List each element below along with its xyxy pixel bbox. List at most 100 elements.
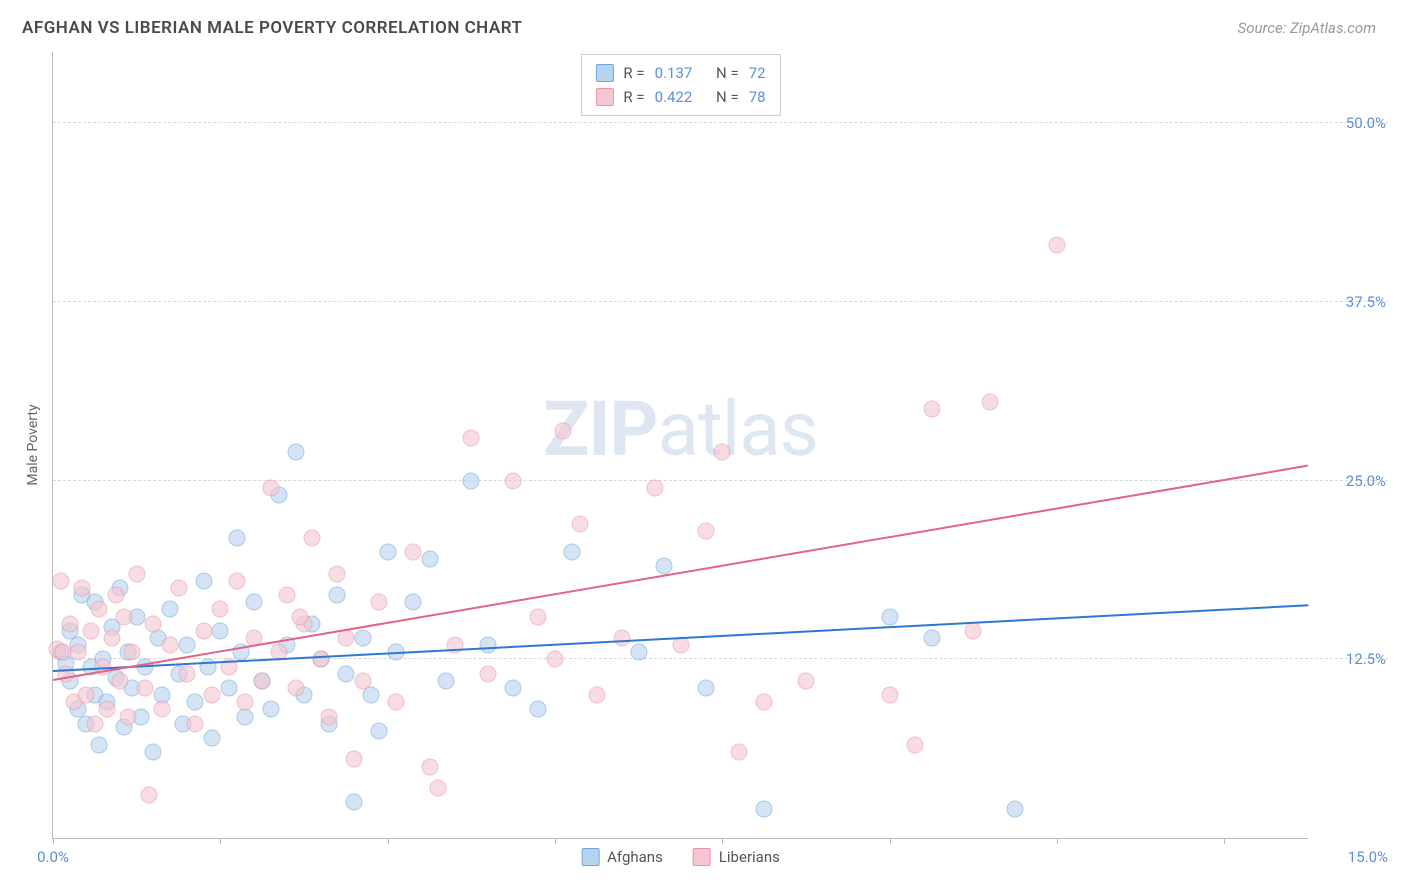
data-point — [362, 687, 379, 704]
data-point — [505, 472, 522, 489]
data-point — [212, 601, 229, 618]
data-point — [714, 444, 731, 461]
data-point — [229, 529, 246, 546]
swatch-afghans-icon — [581, 848, 599, 866]
x-axis-min-label: 0.0% — [37, 848, 69, 866]
data-point — [379, 544, 396, 561]
data-point — [91, 601, 108, 618]
watermark: ZIPatlas — [543, 384, 818, 474]
data-point — [237, 694, 254, 711]
bottom-legend: Afghans Liberians — [581, 848, 780, 866]
data-point — [923, 401, 940, 418]
watermark-light: atlas — [658, 384, 818, 474]
x-tick — [890, 838, 891, 844]
stats-legend-box: R = 0.137 N = 72 R = 0.422 N = 78 — [580, 54, 780, 116]
data-point — [291, 608, 308, 625]
data-point — [371, 722, 388, 739]
grid-line — [53, 122, 1388, 123]
data-point — [187, 715, 204, 732]
stats-row-1: R = 0.137 N = 72 — [595, 61, 765, 85]
n-value-2: 78 — [749, 85, 766, 109]
data-point — [116, 608, 133, 625]
x-tick — [722, 838, 723, 844]
data-point — [421, 551, 438, 568]
data-point — [70, 644, 87, 661]
data-point — [982, 394, 999, 411]
x-tick — [1057, 838, 1058, 844]
x-tick — [53, 838, 54, 844]
data-point — [655, 558, 672, 575]
data-point — [731, 744, 748, 761]
data-point — [388, 694, 405, 711]
data-point — [923, 629, 940, 646]
plot-area: Male Poverty ZIPatlas R = 0.137 N = 72 R… — [52, 52, 1308, 839]
data-point — [55, 644, 72, 661]
data-point — [429, 779, 446, 796]
data-point — [279, 587, 296, 604]
data-point — [99, 701, 116, 718]
data-point — [312, 651, 329, 668]
stats-row-2: R = 0.422 N = 78 — [595, 85, 765, 109]
data-point — [505, 679, 522, 696]
data-point — [203, 729, 220, 746]
data-point — [697, 679, 714, 696]
data-point — [530, 608, 547, 625]
legend-label-afghans: Afghans — [607, 848, 663, 866]
data-point — [162, 601, 179, 618]
data-point — [346, 794, 363, 811]
data-point — [647, 479, 664, 496]
data-point — [371, 594, 388, 611]
data-point — [128, 565, 145, 582]
data-point — [86, 715, 103, 732]
data-point — [613, 629, 630, 646]
data-point — [337, 665, 354, 682]
data-point — [254, 672, 271, 689]
data-point — [965, 622, 982, 639]
data-point — [480, 665, 497, 682]
data-point — [245, 594, 262, 611]
data-point — [756, 694, 773, 711]
data-point — [212, 622, 229, 639]
y-tick-label: 12.5% — [1346, 650, 1386, 668]
data-point — [321, 708, 338, 725]
data-point — [630, 644, 647, 661]
data-point — [137, 679, 154, 696]
data-point — [346, 751, 363, 768]
swatch-liberians-icon — [693, 848, 711, 866]
data-point — [107, 587, 124, 604]
data-point — [229, 572, 246, 589]
data-point — [572, 515, 589, 532]
grid-line — [53, 301, 1388, 302]
data-point — [329, 565, 346, 582]
data-point — [906, 737, 923, 754]
data-point — [111, 672, 128, 689]
legend-item-liberians: Liberians — [693, 848, 780, 866]
data-point — [329, 587, 346, 604]
data-point — [304, 529, 321, 546]
data-point — [170, 579, 187, 596]
data-point — [78, 687, 95, 704]
y-axis-label: Male Poverty — [25, 404, 41, 485]
data-point — [354, 629, 371, 646]
data-point — [74, 579, 91, 596]
data-point — [287, 444, 304, 461]
data-point — [287, 679, 304, 696]
data-point — [82, 622, 99, 639]
data-point — [547, 651, 564, 668]
data-point — [220, 679, 237, 696]
n-value-1: 72 — [749, 61, 766, 85]
data-point — [404, 544, 421, 561]
data-point — [162, 637, 179, 654]
data-point — [881, 608, 898, 625]
data-point — [881, 687, 898, 704]
data-point — [1049, 236, 1066, 253]
data-point — [195, 622, 212, 639]
n-label: N = — [716, 61, 739, 85]
r-value-1: 0.137 — [655, 61, 693, 85]
data-point — [798, 672, 815, 689]
data-point — [262, 479, 279, 496]
data-point — [404, 594, 421, 611]
x-tick — [555, 838, 556, 844]
data-point — [756, 801, 773, 818]
data-point — [141, 787, 158, 804]
